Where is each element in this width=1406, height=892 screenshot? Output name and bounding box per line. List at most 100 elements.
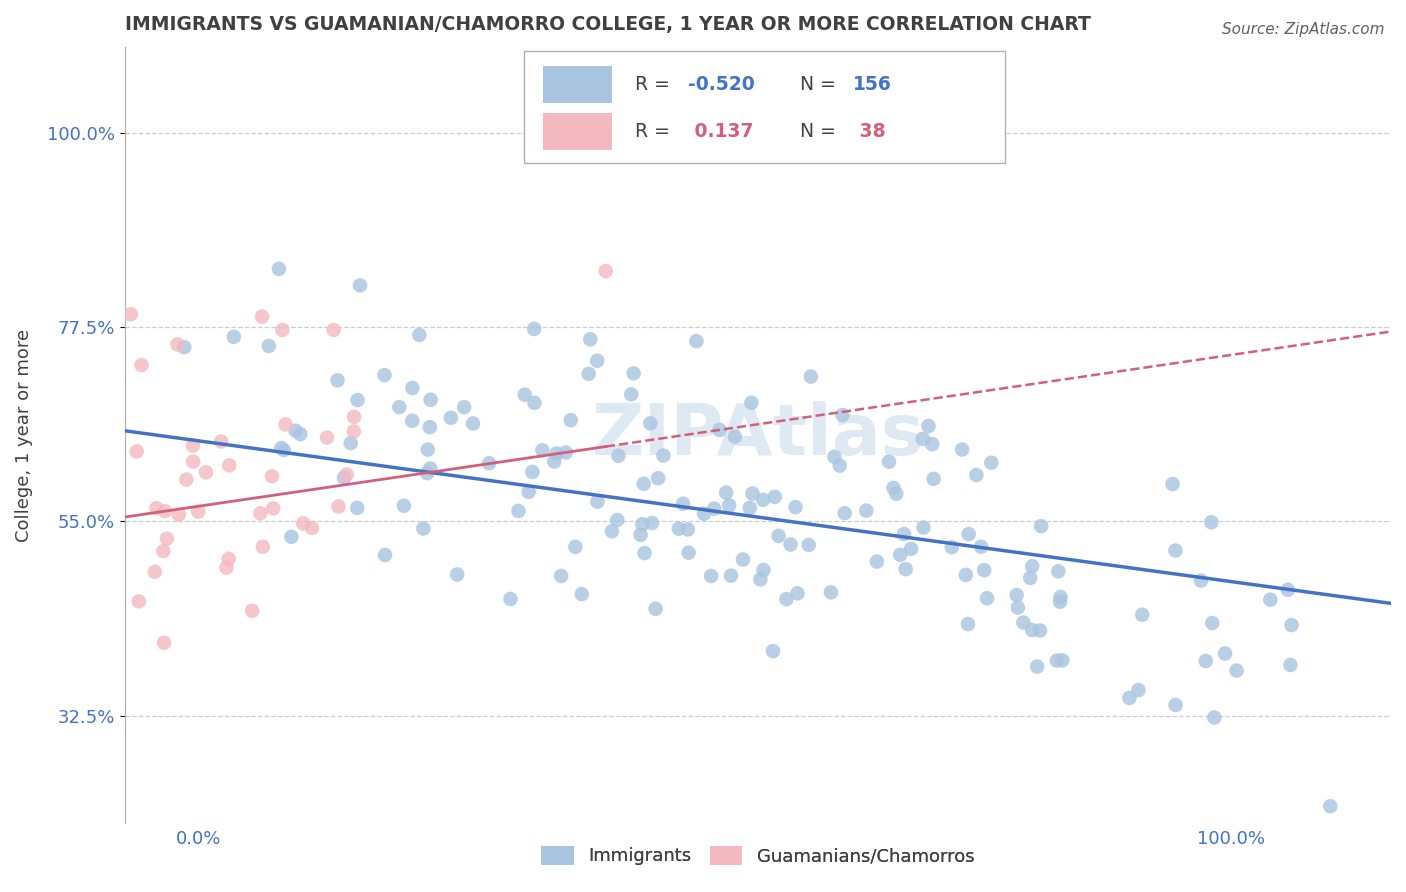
Point <box>1031 519 1053 533</box>
Point <box>546 446 568 460</box>
Point <box>1189 574 1212 588</box>
Legend: Immigrants, Guamanians/Chamorros: Immigrants, Guamanians/Chamorros <box>534 838 981 872</box>
Point <box>1164 698 1187 712</box>
Point <box>1128 683 1150 698</box>
Point <box>262 469 284 483</box>
Point <box>328 500 350 514</box>
Point <box>128 594 150 608</box>
Point <box>709 423 731 437</box>
Point <box>976 591 998 606</box>
Point <box>349 278 371 293</box>
Point <box>522 465 544 479</box>
Point <box>240 604 263 618</box>
Point <box>1118 690 1140 705</box>
Point <box>586 353 609 368</box>
Point <box>631 517 654 532</box>
Point <box>762 644 785 658</box>
Point <box>855 503 877 517</box>
Point <box>508 504 530 518</box>
Point <box>956 617 979 632</box>
Point <box>176 473 198 487</box>
Point <box>284 424 307 438</box>
Point <box>1279 658 1302 673</box>
Point <box>316 431 339 445</box>
Point <box>273 442 295 457</box>
Point <box>768 529 790 543</box>
Point <box>461 417 484 431</box>
Text: ZIPAtlas: ZIPAtlas <box>592 401 924 469</box>
Point <box>1277 582 1299 597</box>
Point <box>1213 647 1236 661</box>
Point <box>531 443 554 458</box>
Point <box>153 504 176 518</box>
Text: R =: R = <box>636 122 676 141</box>
Point <box>678 546 700 560</box>
Point <box>322 323 344 337</box>
Point <box>374 548 396 562</box>
Point <box>343 425 366 439</box>
Point <box>181 438 204 452</box>
Point <box>917 419 939 434</box>
Point <box>941 540 963 554</box>
Point <box>1049 590 1071 604</box>
Point <box>965 468 987 483</box>
Point <box>714 485 737 500</box>
Point <box>749 572 772 586</box>
Point <box>346 392 368 407</box>
Point <box>446 567 468 582</box>
Point <box>280 530 302 544</box>
Point <box>416 466 439 480</box>
Point <box>401 381 423 395</box>
Point <box>607 449 630 463</box>
Point <box>640 417 662 431</box>
Point <box>970 540 993 554</box>
Point <box>1049 595 1071 609</box>
Point <box>921 437 943 451</box>
Point <box>693 507 716 521</box>
Point <box>1201 515 1223 529</box>
Point <box>152 544 174 558</box>
Point <box>700 569 723 583</box>
Point <box>797 538 820 552</box>
Point <box>145 501 167 516</box>
FancyBboxPatch shape <box>523 51 1005 163</box>
Point <box>1130 607 1153 622</box>
Point <box>884 487 907 501</box>
Point <box>478 456 501 470</box>
Point <box>333 471 356 485</box>
Point <box>571 587 593 601</box>
Point <box>550 569 572 583</box>
Y-axis label: College, 1 year or more: College, 1 year or more <box>15 328 32 541</box>
Point <box>1026 659 1049 673</box>
Point <box>600 524 623 539</box>
Point <box>267 261 290 276</box>
Point <box>194 465 217 479</box>
Point <box>786 586 808 600</box>
Text: N =: N = <box>800 75 841 94</box>
Point <box>893 527 915 541</box>
Point <box>644 601 666 615</box>
Point <box>828 458 851 473</box>
Point <box>866 555 889 569</box>
Point <box>633 476 655 491</box>
Point <box>564 540 586 554</box>
Point <box>252 540 274 554</box>
Point <box>578 367 600 381</box>
Point <box>595 264 617 278</box>
Point <box>153 636 176 650</box>
Point <box>834 506 856 520</box>
Point <box>685 334 707 348</box>
Point <box>889 548 911 562</box>
Point <box>1052 653 1074 667</box>
Point <box>143 565 166 579</box>
Point <box>257 339 280 353</box>
Point <box>1201 615 1223 630</box>
Point <box>453 401 475 415</box>
Point <box>249 506 271 520</box>
Point <box>633 546 655 560</box>
Point <box>623 367 645 381</box>
Point <box>301 521 323 535</box>
Point <box>738 500 761 515</box>
Point <box>980 456 1002 470</box>
Point <box>676 523 699 537</box>
